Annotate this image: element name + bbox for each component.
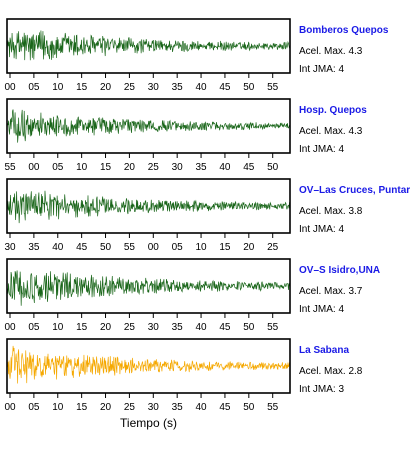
- x-tick-label: 40: [195, 402, 207, 413]
- station-name: Bomberos Quepos: [299, 25, 389, 36]
- panel-frame: [6, 18, 291, 74]
- jma-intensity-label: Int JMA: 4: [299, 64, 344, 75]
- x-tick-label: 25: [124, 322, 136, 333]
- panel-frame: [6, 98, 291, 154]
- x-tick-label: 40: [219, 162, 231, 173]
- station-name: La Sabana: [299, 345, 349, 356]
- x-tick-label: 55: [4, 162, 16, 173]
- x-tick-label: 55: [267, 322, 279, 333]
- x-tick-label: 40: [195, 82, 207, 93]
- x-tick-label: 05: [28, 402, 40, 413]
- x-tick-label: 35: [172, 322, 184, 333]
- x-tick-label: 20: [100, 82, 112, 93]
- x-tick-label: 55: [267, 402, 279, 413]
- x-tick-label: 10: [52, 402, 64, 413]
- x-tick-label: 05: [28, 322, 40, 333]
- panel-3: 30 35 40 45 50 55 00 05 10 15 20 25 OV–Las Cruces, P…: [4, 178, 410, 253]
- x-tick-label: 25: [124, 402, 136, 413]
- x-tick-label: 30: [148, 322, 160, 333]
- x-tick-label: 10: [52, 322, 64, 333]
- x-tick-label: 50: [100, 242, 112, 253]
- waveform-series-1: [7, 30, 290, 61]
- panel-2: 55 00 05 10 15 20 25 30 35 40 45 50 Hosp. Quepos Acel…: [4, 98, 367, 173]
- x-tick-label: 00: [4, 82, 16, 93]
- x-tick-label: 50: [267, 162, 279, 173]
- x-tick-label: 15: [100, 162, 112, 173]
- x-tick-label: 30: [148, 402, 160, 413]
- panel-1: 00 05 10 15 20 25 30 35 40 45 50 55 Bomberos Quepos A…: [4, 18, 389, 93]
- x-tick-label: 25: [148, 162, 160, 173]
- x-tick-label: 45: [76, 242, 88, 253]
- x-tick-label: 15: [219, 242, 231, 253]
- x-tick-label: 35: [172, 402, 184, 413]
- x-tick-label: 55: [124, 242, 136, 253]
- x-tick-label: 20: [100, 322, 112, 333]
- acel-max-label: Acel. Max. 4.3: [299, 46, 363, 57]
- x-tick-label: 00: [4, 322, 16, 333]
- x-tick-label: 35: [172, 82, 184, 93]
- waveform-series-4: [7, 270, 290, 306]
- acel-max-label: Acel. Max. 2.8: [299, 366, 363, 377]
- x-tick-label: 05: [52, 162, 64, 173]
- x-tick-label: 15: [76, 82, 88, 93]
- x-tick-label: 05: [172, 242, 184, 253]
- x-tick-label: 30: [4, 242, 16, 253]
- x-tick-label: 45: [243, 162, 255, 173]
- jma-intensity-label: Int JMA: 4: [299, 224, 344, 235]
- jma-intensity-label: Int JMA: 4: [299, 304, 344, 315]
- station-name: OV–S Isidro,UNA: [299, 265, 380, 276]
- station-name: OV–Las Cruces, Puntar: [299, 185, 410, 196]
- x-tick-label: 25: [124, 82, 136, 93]
- x-tick-label: 55: [267, 82, 279, 93]
- x-tick-label: 25: [267, 242, 279, 253]
- x-tick-label: 05: [28, 82, 40, 93]
- x-tick-label: 40: [52, 242, 64, 253]
- acel-max-label: Acel. Max. 4.3: [299, 126, 363, 137]
- waveform-series-3: [7, 190, 290, 224]
- station-name: Hosp. Quepos: [299, 105, 367, 116]
- x-tick-label: 15: [76, 402, 88, 413]
- waveform-series-2: [7, 109, 290, 143]
- x-tick-label: 20: [100, 402, 112, 413]
- panel-4: 00 05 10 15 20 25 30 35 40 45 50 55 OV–S Isidro,UNA A…: [4, 258, 380, 333]
- x-tick-label: 50: [243, 82, 255, 93]
- panel-5: 00 05 10 15 20 25 30 35 40 45 50 55 La Sabana Acel. M…: [4, 338, 363, 413]
- x-tick-label: 15: [76, 322, 88, 333]
- x-tick-label: 00: [148, 242, 160, 253]
- acel-max-label: Acel. Max. 3.7: [299, 286, 363, 297]
- x-axis-title: Tiempo (s): [120, 416, 177, 430]
- x-tick-label: 45: [219, 82, 231, 93]
- x-tick-label: 00: [28, 162, 40, 173]
- x-tick-label: 10: [52, 82, 64, 93]
- panel-frame: [6, 258, 291, 314]
- acel-max-label: Acel. Max. 3.8: [299, 206, 363, 217]
- x-tick-label: 45: [219, 402, 231, 413]
- x-tick-label: 50: [243, 402, 255, 413]
- x-tick-label: 50: [243, 322, 255, 333]
- x-tick-label: 20: [124, 162, 136, 173]
- x-tick-label: 00: [4, 402, 16, 413]
- x-tick-label: 10: [195, 242, 207, 253]
- waveform-series-5: [7, 345, 290, 384]
- jma-intensity-label: Int JMA: 3: [299, 384, 344, 395]
- x-tick-label: 35: [195, 162, 207, 173]
- x-tick-label: 45: [219, 322, 231, 333]
- x-tick-label: 40: [195, 322, 207, 333]
- x-tick-label: 30: [172, 162, 184, 173]
- x-tick-label: 20: [243, 242, 255, 253]
- x-tick-label: 10: [76, 162, 88, 173]
- x-tick-label: 30: [148, 82, 160, 93]
- jma-intensity-label: Int JMA: 4: [299, 144, 344, 155]
- panel-frame: [6, 338, 291, 394]
- x-tick-label: 35: [28, 242, 40, 253]
- panel-frame: [6, 178, 291, 234]
